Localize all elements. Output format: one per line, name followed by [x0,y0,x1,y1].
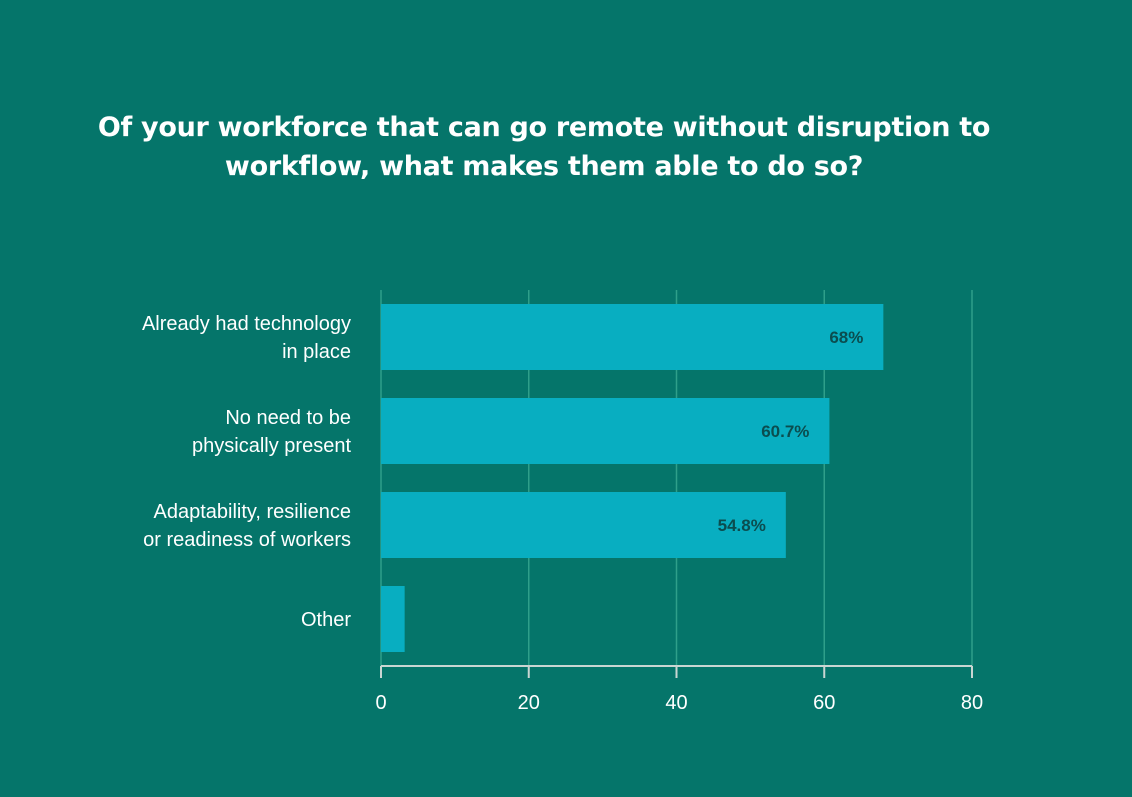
x-tick-label: 40 [665,692,687,714]
category-label: in place [282,341,351,363]
category-label: or readiness of workers [143,529,351,551]
category-label: Adaptability, resilience [153,501,351,523]
category-label: No need to be [225,407,351,429]
bar [381,398,830,464]
bar [381,492,786,558]
labels: Already had technology in place 68% No need… [142,313,863,631]
bar [381,586,405,652]
bar [381,304,884,370]
chart-title: Of your workforce that can go remote wit… [97,112,991,182]
x-tick-label: 60 [813,692,835,714]
bars [381,304,884,652]
x-tick-label: 20 [518,692,540,714]
data-label: 60.7% [761,422,809,441]
data-label: 68% [829,328,863,347]
category-label: physically present [192,435,351,457]
category-label: Already had technology [142,313,351,335]
data-label: 54.8% [718,516,766,535]
x-tick-label: 0 [375,692,386,714]
x-axis: 0 20 40 60 80 [375,665,983,714]
category-label: Other [301,609,351,631]
x-tick-label: 80 [961,692,983,714]
